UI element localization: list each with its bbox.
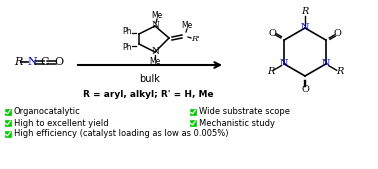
Text: Me: Me <box>151 11 163 20</box>
Text: N: N <box>301 23 309 32</box>
Text: Me: Me <box>149 57 161 66</box>
Text: bulk: bulk <box>139 74 160 84</box>
Text: Ph: Ph <box>122 28 132 37</box>
Text: Ph: Ph <box>122 43 132 53</box>
FancyBboxPatch shape <box>190 109 196 115</box>
Text: Wide substrate scope: Wide substrate scope <box>199 107 290 116</box>
FancyBboxPatch shape <box>5 120 11 126</box>
FancyBboxPatch shape <box>190 120 196 126</box>
Text: R = aryl, alkyl; R' = H, Me: R = aryl, alkyl; R' = H, Me <box>83 90 213 99</box>
Text: N: N <box>151 47 159 56</box>
Text: N: N <box>280 59 288 68</box>
Text: R: R <box>301 7 309 17</box>
Text: High efficiency (catalyst loading as low as 0.005%): High efficiency (catalyst loading as low… <box>14 129 228 139</box>
Text: O: O <box>54 57 64 67</box>
Text: N: N <box>151 21 159 30</box>
Text: N: N <box>322 59 330 68</box>
Text: O: O <box>334 29 342 38</box>
Text: R: R <box>336 67 343 77</box>
FancyBboxPatch shape <box>5 109 11 115</box>
Text: Organocatalytic: Organocatalytic <box>14 107 81 116</box>
Text: R: R <box>14 57 22 67</box>
Text: R': R' <box>191 35 199 43</box>
Text: Mechanistic study: Mechanistic study <box>199 118 275 127</box>
Text: O: O <box>268 29 276 38</box>
Text: Me: Me <box>181 21 193 30</box>
Text: N: N <box>27 57 37 67</box>
Text: C: C <box>41 57 49 67</box>
Text: High to excellent yield: High to excellent yield <box>14 118 108 127</box>
Text: R: R <box>266 67 274 77</box>
Text: O: O <box>301 86 309 94</box>
FancyBboxPatch shape <box>5 131 11 137</box>
